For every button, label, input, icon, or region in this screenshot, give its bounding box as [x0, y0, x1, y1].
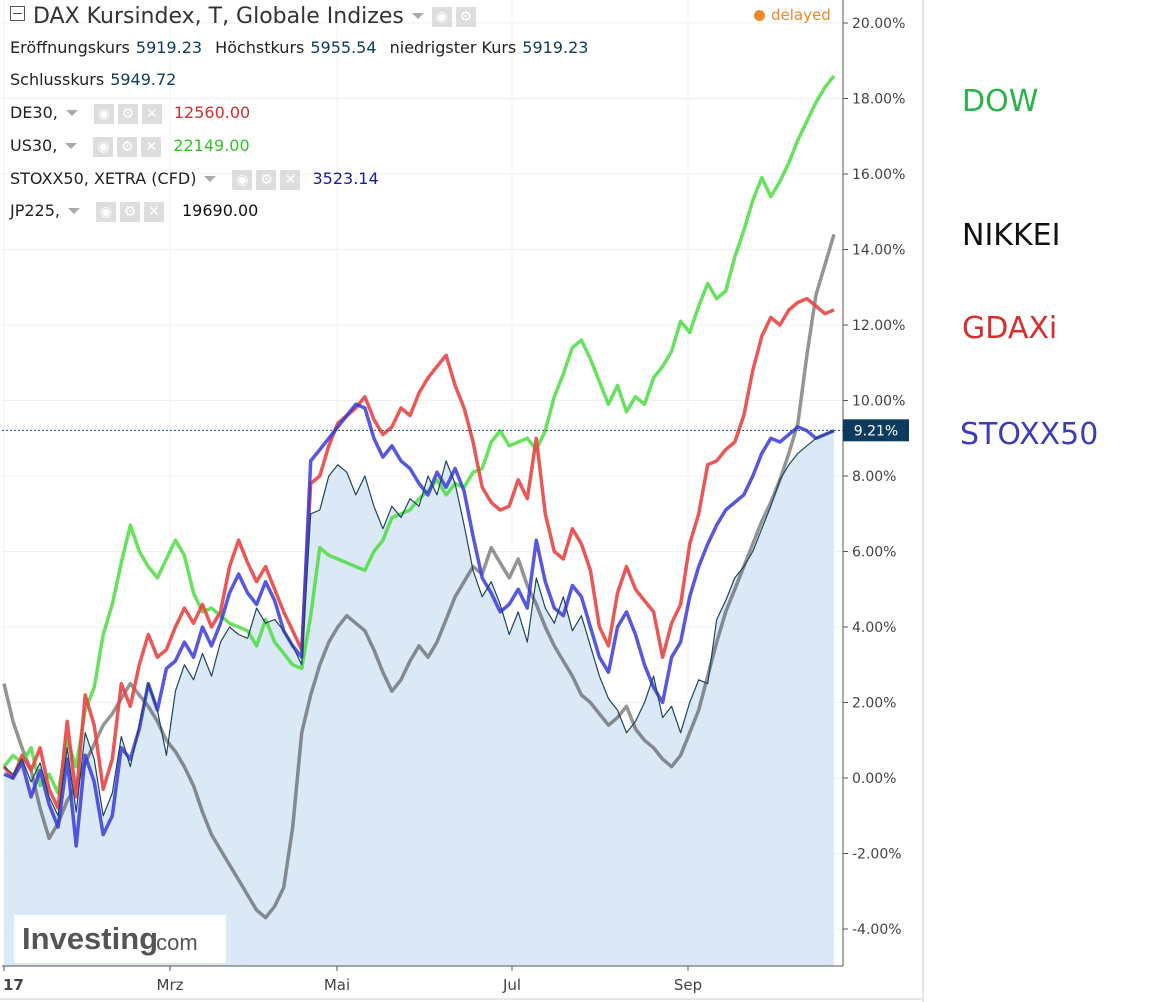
- delayed-indicator: delayed: [754, 6, 831, 24]
- logo-suffix: .com: [150, 930, 198, 955]
- eye-icon[interactable]: ◉: [93, 103, 114, 124]
- y-tick-label: 16.00%: [852, 167, 905, 183]
- label-gdaxi: GDAXi: [962, 311, 1058, 346]
- x-axis: 17 Mrz Mai Jul Sep: [0, 0, 924, 1002]
- status-dot-icon: [754, 10, 765, 21]
- label-dow: DOW: [962, 84, 1039, 119]
- y-tick-label: 12.00%: [852, 318, 905, 334]
- last-value-box: [843, 419, 909, 442]
- low-label: niedrigster Kurs: [389, 38, 517, 57]
- y-tick-label: -2.00%: [852, 847, 902, 863]
- series-line-us30: [2, 74, 836, 795]
- ohlc-row: Eröffnungskurs 5919.23 Höchstkurs 5955.54 …: [10, 38, 596, 57]
- label-nikkei: NIKKEI: [962, 218, 1061, 253]
- open-label: Eröffnungskurs: [10, 38, 130, 57]
- y-tick-label: 8.00%: [852, 469, 896, 485]
- close-label: Schlusskurs: [10, 70, 105, 89]
- y-axis: 20.00% 18.00% 16.00% 14.00% 12.00% 10.00% 8.00…: [842, 0, 905, 966]
- gear-icon[interactable]: ⚙: [117, 103, 138, 124]
- last-value-marker: 9.21%: [2, 419, 909, 442]
- legend-value: 22149.00: [173, 136, 250, 155]
- y-tick-label: 10.00%: [852, 394, 905, 410]
- open-value: 5919.23: [135, 38, 203, 57]
- series-line-jp225: [2, 233, 836, 920]
- legend-item-stoxx50[interactable]: STOXX50, XETRA (CFD) ◉ ⚙ ✕ 3523.14: [10, 169, 379, 190]
- legend-symbol: STOXX50, XETRA (CFD): [10, 169, 197, 188]
- series-line-de30: [2, 296, 835, 810]
- close-icon[interactable]: ✕: [141, 103, 162, 124]
- y-tick-label: 0.00%: [852, 771, 896, 787]
- x-tick-label: 17: [3, 976, 24, 994]
- legend-item-jp225[interactable]: JP225, ◉ ⚙ ✕ 19690.00: [10, 201, 258, 222]
- chevron-down-icon[interactable]: [65, 142, 78, 149]
- legend-symbol: US30,: [10, 136, 58, 155]
- investing-logo: Investing .com: [14, 915, 226, 963]
- x-tick-label: Mai: [324, 976, 350, 994]
- close-icon[interactable]: ✕: [144, 201, 164, 222]
- eye-icon[interactable]: ◉: [93, 136, 114, 157]
- close-icon[interactable]: ✕: [280, 169, 301, 190]
- legend-value: 3523.14: [312, 169, 379, 188]
- y-tick-label: 18.00%: [852, 92, 905, 108]
- high-value: 5955.54: [310, 38, 377, 57]
- series-lines: [2, 74, 836, 920]
- high-label: Höchstkurs: [215, 38, 305, 57]
- chart-title: DAX Kursindex, T, Globale Indizes ◉ ⚙: [10, 4, 480, 29]
- legend-item-de30[interactable]: DE30, ◉ ⚙ ✕ 12560.00: [10, 103, 250, 124]
- gear-icon[interactable]: ⚙: [120, 201, 140, 222]
- x-tick-label: Jul: [502, 976, 521, 994]
- x-tick-label: Sep: [674, 976, 702, 994]
- x-tick-label: Mrz: [157, 976, 184, 994]
- chevron-down-icon[interactable]: [204, 175, 217, 182]
- close-value: 5949.72: [110, 70, 177, 89]
- legend-value: 12560.00: [173, 103, 251, 122]
- close-row: Schlusskurs 5949.72: [10, 70, 184, 89]
- eye-icon[interactable]: ◉: [431, 7, 452, 27]
- eye-icon[interactable]: ◉: [232, 169, 253, 190]
- y-tick-label: 2.00%: [852, 696, 896, 712]
- chevron-down-icon[interactable]: [411, 13, 424, 19]
- legend-symbol: JP225,: [10, 201, 60, 220]
- y-tick-label: 20.00%: [852, 16, 905, 32]
- low-value: 5919.23: [522, 38, 589, 57]
- series-line-dax: [3, 430, 835, 817]
- y-tick-label: 4.00%: [852, 620, 896, 636]
- logo-brand: Investing: [22, 921, 159, 956]
- y-tick-label: 14.00%: [852, 243, 905, 259]
- chart-title-text: DAX Kursindex, T, Globale Indizes: [33, 4, 404, 29]
- legend-item-us30[interactable]: US30, ◉ ⚙ ✕ 22149.00: [10, 136, 250, 157]
- gear-icon[interactable]: ⚙: [455, 7, 476, 27]
- last-value-label: 9.21%: [854, 423, 898, 439]
- y-tick-label: -4.00%: [852, 922, 902, 938]
- y-tick-label: 6.00%: [852, 545, 896, 561]
- chevron-down-icon[interactable]: [68, 207, 80, 214]
- legend-symbol: DE30,: [10, 103, 58, 122]
- chevron-down-icon[interactable]: [65, 109, 78, 116]
- gear-icon[interactable]: ⚙: [256, 169, 277, 190]
- close-icon[interactable]: ✕: [141, 136, 162, 157]
- legend-value: 19690.00: [182, 201, 259, 220]
- eye-icon[interactable]: ◉: [96, 201, 116, 222]
- gear-icon[interactable]: ⚙: [117, 136, 138, 157]
- delayed-text: delayed: [771, 6, 831, 24]
- label-stoxx50: STOXX50: [960, 417, 1099, 452]
- collapse-icon[interactable]: [10, 6, 25, 21]
